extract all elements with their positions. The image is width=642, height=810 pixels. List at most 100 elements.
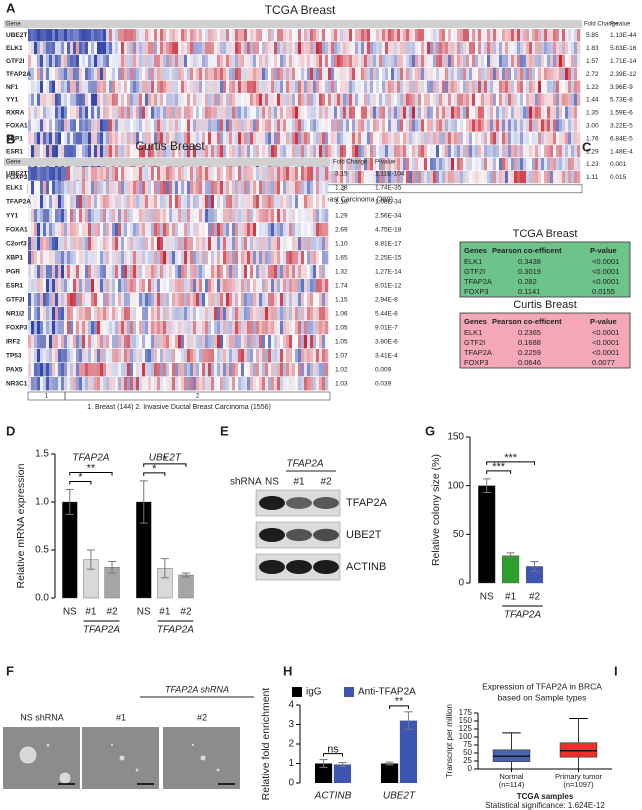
heatmap-cell (133, 181, 136, 194)
heatmap-cell (220, 265, 223, 278)
heatmap-cell (496, 81, 499, 93)
heatmap-title: Curtis Breast (135, 139, 205, 153)
heatmap-cell (523, 158, 526, 170)
heatmap-cell (343, 106, 346, 118)
heatmap-cell (145, 307, 148, 320)
heatmap-cell (577, 119, 580, 131)
heatmap-cell (232, 42, 235, 54)
heatmap-cell (172, 181, 175, 194)
heatmap-cell (439, 145, 442, 157)
column-header: Gene (6, 160, 21, 166)
heatmap-cell (358, 94, 361, 106)
heatmap-cell (232, 55, 235, 67)
heatmap-cell (160, 209, 163, 222)
heatmap-cell (97, 349, 100, 362)
heatmap-cell (79, 223, 82, 236)
heatmap-cell (235, 68, 238, 80)
heatmap-cell (208, 195, 211, 208)
heatmap-cell (97, 106, 100, 118)
heatmap-cell (481, 132, 484, 144)
heatmap-cell (58, 55, 61, 67)
heatmap-cell (34, 279, 37, 292)
heatmap-cell (46, 237, 49, 250)
heatmap-cell (232, 119, 235, 131)
heatmap-cell (220, 251, 223, 264)
heatmap-cell (286, 195, 289, 208)
lane-label: NS (265, 477, 279, 488)
heatmap-cell (424, 94, 427, 106)
heatmap-cell (115, 132, 118, 144)
heatmap-cell (181, 363, 184, 376)
heatmap-cell (277, 42, 280, 54)
heatmap-cell (313, 195, 316, 208)
heatmap-cell (535, 132, 538, 144)
heatmap-cell (202, 363, 205, 376)
heatmap-cell (106, 132, 109, 144)
heatmap-cell (238, 119, 241, 131)
heatmap-cell (157, 119, 160, 131)
heatmap-cell (280, 265, 283, 278)
heatmap-cell (82, 195, 85, 208)
heatmap-cell (157, 29, 160, 41)
heatmap-cell (148, 321, 151, 334)
heatmap-cell (313, 223, 316, 236)
heatmap-cell (433, 94, 436, 106)
heatmap-cell (415, 132, 418, 144)
heatmap-cell (82, 106, 85, 118)
heatmap-cell (118, 349, 121, 362)
panel-letter: I (614, 663, 618, 678)
heatmap-cell (349, 68, 352, 80)
heatmap-cell (73, 363, 76, 376)
heatmap-cell (127, 293, 130, 306)
heatmap-cell (298, 29, 301, 41)
heatmap-cell (259, 265, 262, 278)
heatmap-cell (379, 94, 382, 106)
heatmap-cell (298, 106, 301, 118)
heatmap-cell (46, 195, 49, 208)
heatmap-cell (109, 106, 112, 118)
heatmap-cell (460, 29, 463, 41)
heatmap-cell (112, 195, 115, 208)
heatmap-cell (463, 145, 466, 157)
heatmap-cell (520, 81, 523, 93)
heatmap-cell (229, 145, 232, 157)
heatmap-cell (379, 145, 382, 157)
p-value: 0.015 (610, 174, 627, 181)
heatmap-cell (307, 106, 310, 118)
heatmap-cell (286, 251, 289, 264)
heatmap-cell (553, 145, 556, 157)
heatmap-cell (73, 132, 76, 144)
heatmap-cell (172, 42, 175, 54)
heatmap-cell (61, 377, 64, 390)
heatmap-cell (244, 55, 247, 67)
heatmap-cell (553, 158, 556, 170)
heatmap-cell (355, 171, 358, 183)
heatmap-cell (481, 42, 484, 54)
heatmap-cell (34, 265, 37, 278)
heatmap-cell (127, 265, 130, 278)
heatmap-cell (136, 349, 139, 362)
heatmap-cell (193, 106, 196, 118)
heatmap-cell (112, 94, 115, 106)
heatmap-cell (211, 145, 214, 157)
heatmap-cell (541, 94, 544, 106)
heatmap-cell (79, 251, 82, 264)
heatmap-cell (82, 94, 85, 106)
heatmap-cell (115, 195, 118, 208)
heatmap-cell (514, 171, 517, 183)
heatmap-cell (238, 42, 241, 54)
heatmap-cell (145, 181, 148, 194)
heatmap-cell (340, 106, 343, 118)
heatmap-cell (232, 349, 235, 362)
heatmap-cell (154, 195, 157, 208)
heatmap-cell (259, 377, 262, 390)
heatmap-cell (220, 145, 223, 157)
heatmap-cell (385, 106, 388, 118)
heatmap-cell (430, 158, 433, 170)
heatmap-cell (376, 106, 379, 118)
heatmap-cell (55, 119, 58, 131)
heatmap-cell (91, 237, 94, 250)
heatmap-cell (106, 145, 109, 157)
heatmap-cell (532, 55, 535, 67)
heatmap-cell (292, 377, 295, 390)
